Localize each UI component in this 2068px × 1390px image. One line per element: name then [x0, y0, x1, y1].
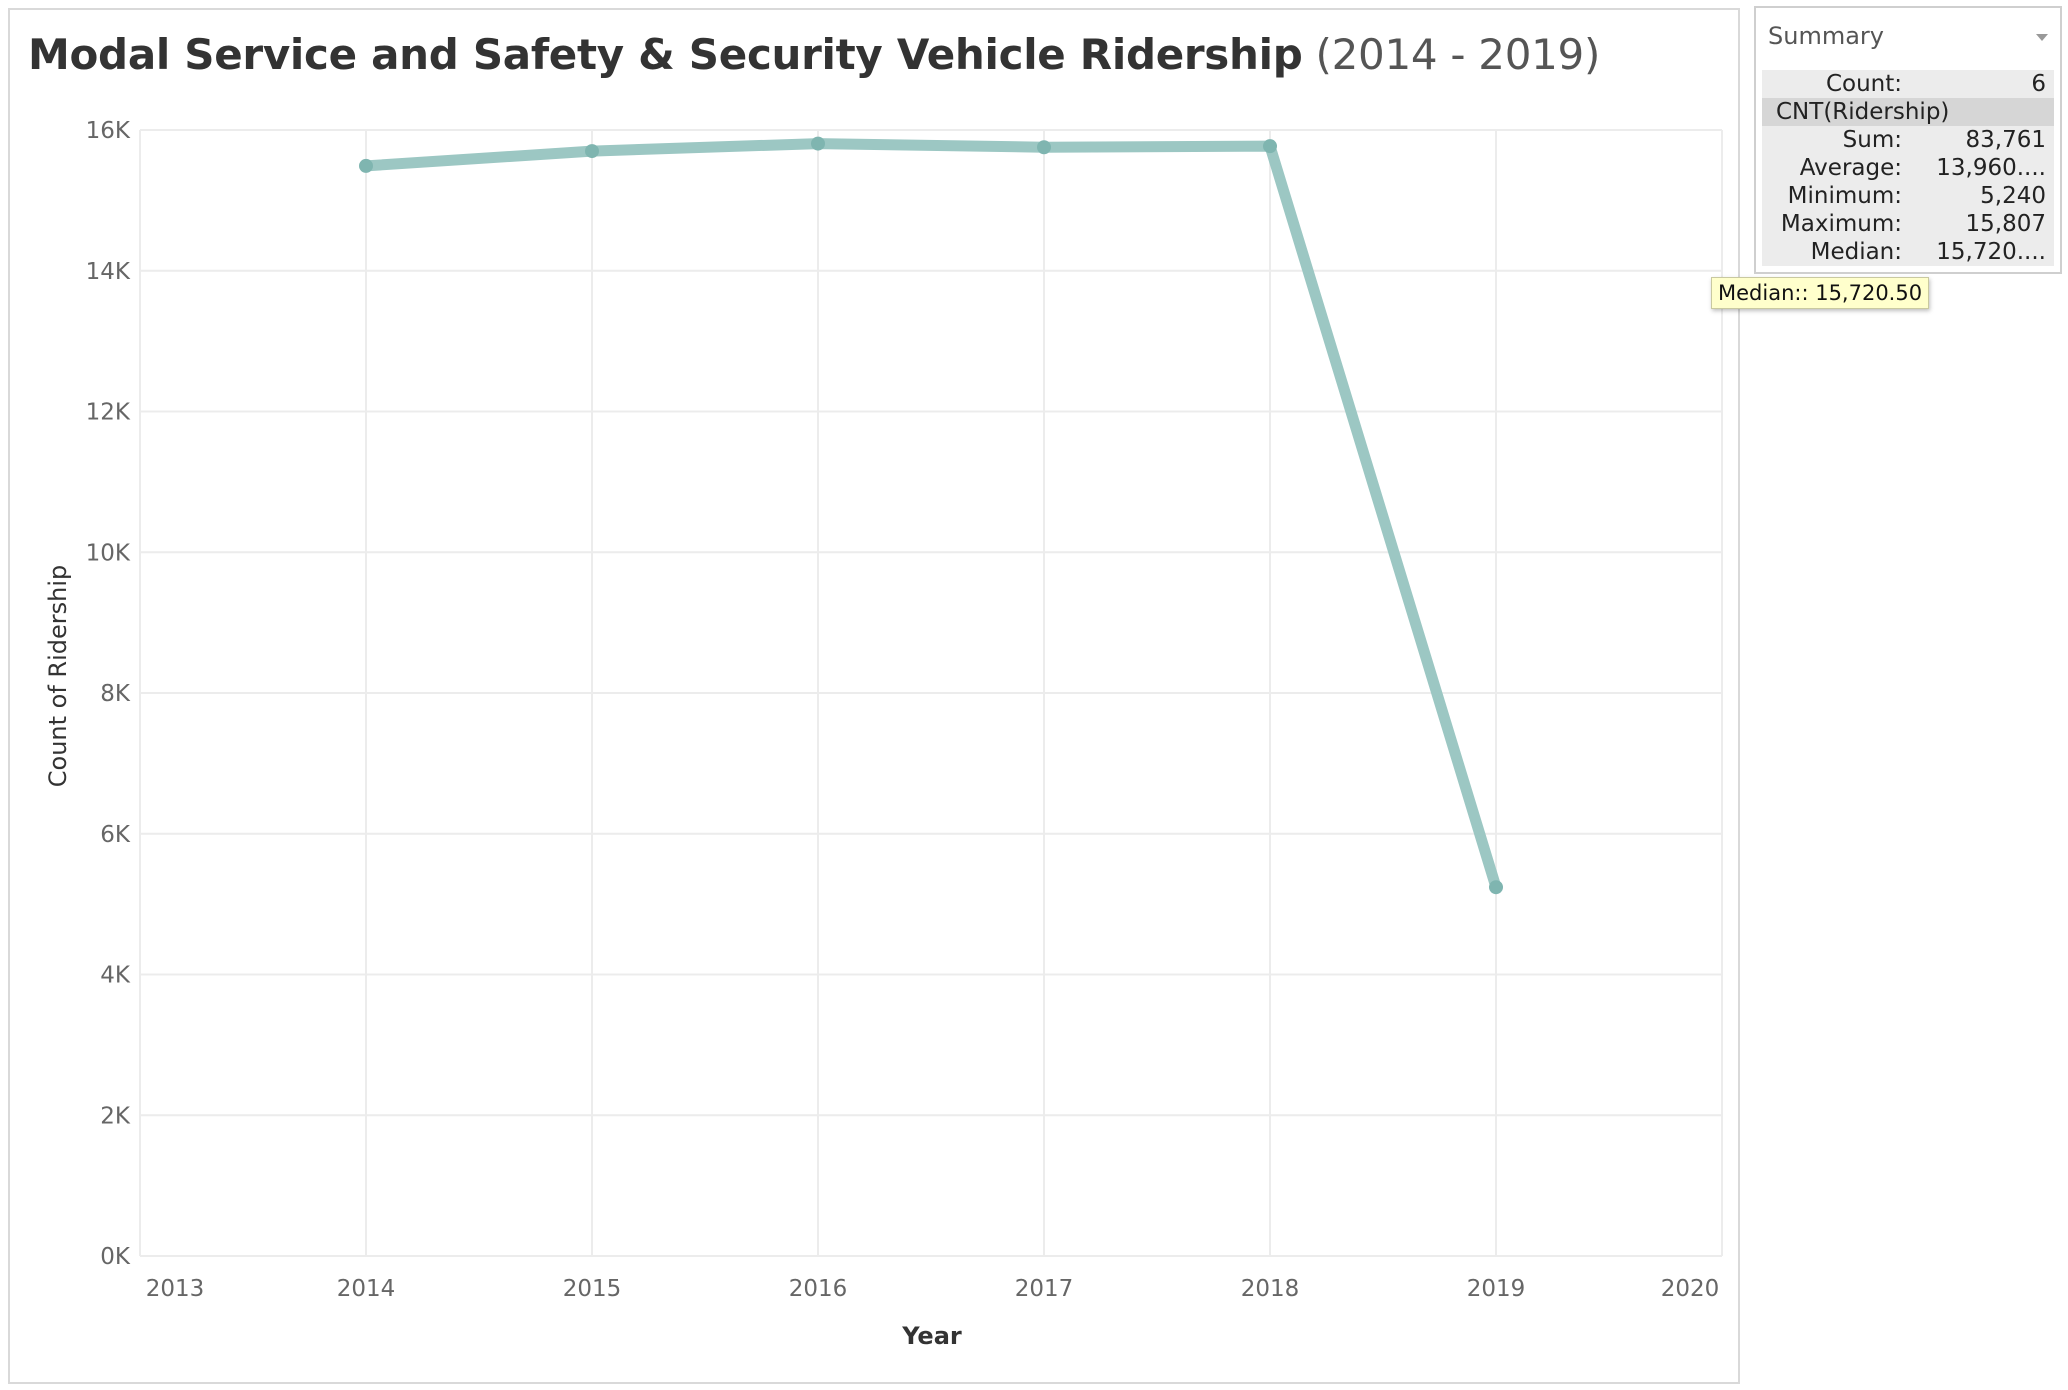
y-tick-label: 16K	[86, 118, 131, 144]
y-tick-label: 6K	[100, 822, 131, 848]
summary-row[interactable]: Maximum: 15,807	[1762, 210, 2054, 238]
chart-title-range: (2014 - 2019)	[1315, 30, 1601, 79]
summary-row-value: 83,761	[1965, 127, 2046, 153]
x-tick-label: 2020	[1661, 1276, 1720, 1302]
data-point[interactable]	[359, 158, 373, 173]
visualization-frame	[8, 8, 1740, 1384]
y-tick-label: 2K	[100, 1103, 131, 1129]
x-tick-label: 2018	[1241, 1276, 1300, 1302]
chart-title: Modal Service and Safety & Security Vehi…	[28, 30, 1600, 79]
y-tick-label: 14K	[86, 259, 131, 285]
summary-card[interactable]: Summary Count: 6 CNT(Ridership) Sum: 83,…	[1754, 6, 2062, 274]
summary-row-label: Sum:	[1842, 127, 1902, 153]
chevron-down-icon[interactable]	[2036, 34, 2048, 41]
y-tick-label: 12K	[86, 400, 131, 426]
y-axis-ticks: 0K 2K 4K 6K 8K 10K 12K 14K 16K	[86, 118, 131, 1270]
data-point[interactable]	[811, 136, 825, 151]
summary-row[interactable]: Minimum: 5,240	[1762, 182, 2054, 210]
data-point[interactable]	[1489, 880, 1503, 895]
summary-row-value: 5,240	[1980, 183, 2046, 209]
x-tick-label: 2015	[563, 1276, 622, 1302]
x-axis-title: Year	[901, 1322, 962, 1350]
x-tick-label: 2019	[1467, 1276, 1526, 1302]
x-tick-label: 2013	[146, 1276, 205, 1302]
x-tick-label: 2014	[337, 1276, 396, 1302]
median-tooltip: Median:: 15,720.50	[1711, 277, 1930, 309]
summary-row-value: 15,807	[1965, 211, 2046, 237]
data-point[interactable]	[1263, 139, 1277, 154]
data-point[interactable]	[585, 144, 599, 159]
series-lines[interactable]	[360, 138, 1502, 893]
y-tick-label: 4K	[100, 963, 131, 989]
summary-row[interactable]: Sum: 83,761	[1762, 126, 2054, 154]
x-axis-ticks: 2013 2014 2015 2016 2017 2018 2019 2020	[146, 1276, 1720, 1302]
summary-row-label: Maximum:	[1780, 211, 1902, 237]
summary-body: Count: 6 CNT(Ridership) Sum: 83,761 Aver…	[1762, 70, 2054, 266]
y-tick-label: 8K	[100, 681, 131, 707]
summary-row[interactable]: Median: 15,720....	[1762, 238, 2054, 266]
x-tick-label: 2017	[1015, 1276, 1074, 1302]
summary-row-label: Average:	[1799, 155, 1902, 181]
summary-count-row: Count: 6	[1762, 70, 2054, 98]
data-point[interactable]	[1037, 140, 1051, 155]
summary-count-label: Count:	[1825, 71, 1902, 97]
grid-lines	[139, 129, 1723, 1257]
summary-header: Summary	[1768, 22, 1884, 50]
summary-row[interactable]: Average: 13,960....	[1762, 154, 2054, 182]
y-tick-label: 0K	[100, 1244, 131, 1270]
chart-title-main: Modal Service and Safety & Security Vehi…	[28, 30, 1303, 79]
y-tick-label: 10K	[86, 540, 131, 566]
summary-row-label: Minimum:	[1787, 183, 1902, 209]
y-axis-title: Count of Ridership	[44, 565, 72, 788]
summary-group-label: CNT(Ridership)	[1762, 98, 2054, 126]
summary-count-value: 6	[2031, 71, 2046, 97]
series-line[interactable]	[360, 138, 1502, 893]
summary-row-value: 15,720....	[1936, 239, 2046, 265]
summary-row-value: 13,960....	[1936, 155, 2046, 181]
x-tick-label: 2016	[789, 1276, 848, 1302]
summary-row-label: Median:	[1810, 239, 1902, 265]
data-points[interactable]	[359, 136, 1503, 895]
